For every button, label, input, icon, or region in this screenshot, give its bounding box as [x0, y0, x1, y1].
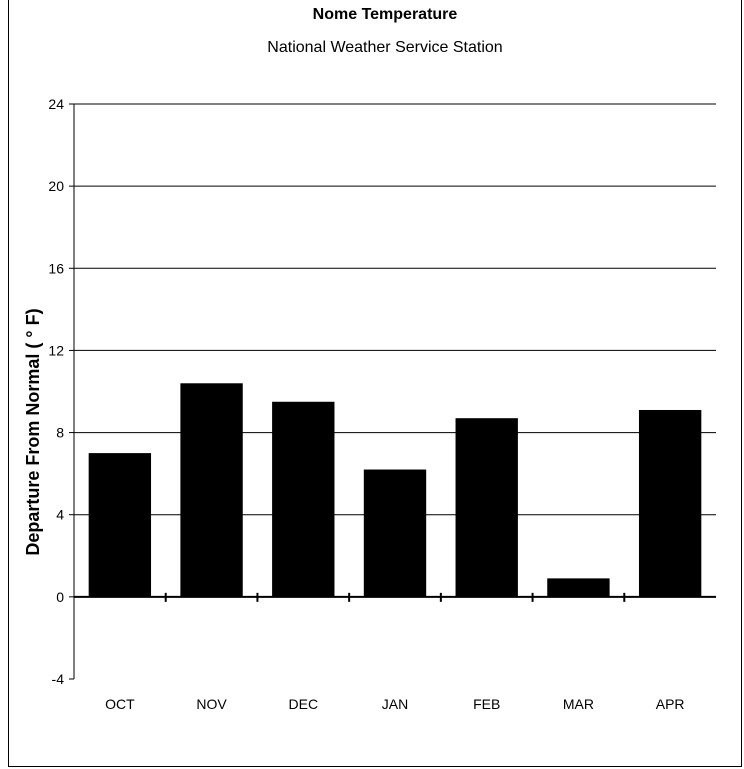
bar-jan [363, 469, 427, 597]
chart-title: Nome Temperature [313, 6, 458, 23]
x-tick-labels: OCT NOV DEC JAN FEB MAR APR [105, 696, 684, 712]
bar-dec [272, 401, 335, 597]
y-tick-label: 8 [56, 425, 64, 441]
bars [88, 383, 702, 597]
y-axis-label: Departure From Normal ( ° F) [23, 308, 43, 555]
y-tick-label: 0 [56, 589, 64, 605]
bar-feb [455, 418, 518, 597]
bar-oct [88, 453, 152, 597]
y-tick-label: 4 [56, 507, 64, 523]
chart-frame [8, 0, 742, 767]
gridlines [74, 103, 716, 516]
x-tick-label: APR [656, 696, 685, 712]
y-tick-label: 20 [48, 178, 64, 194]
x-tick-label: JAN [382, 696, 408, 712]
bar-apr [638, 409, 702, 597]
bar-nov [180, 383, 243, 597]
bar-mar [547, 578, 610, 597]
chart-subtitle: National Weather Service Station [267, 39, 502, 56]
y-tick-label: 16 [48, 260, 64, 276]
x-tick-label: NOV [196, 696, 227, 712]
y-tick-label: -4 [52, 671, 65, 687]
x-tick-label: OCT [105, 696, 135, 712]
y-tick-label: 24 [48, 96, 64, 112]
x-tick-label: DEC [289, 696, 319, 712]
x-tick-label: FEB [473, 696, 500, 712]
x-tick-label: MAR [563, 696, 594, 712]
y-tick-labels: -4 0 4 8 12 16 20 24 [48, 96, 64, 687]
axes [69, 103, 716, 680]
y-tick-label: 12 [48, 342, 64, 358]
